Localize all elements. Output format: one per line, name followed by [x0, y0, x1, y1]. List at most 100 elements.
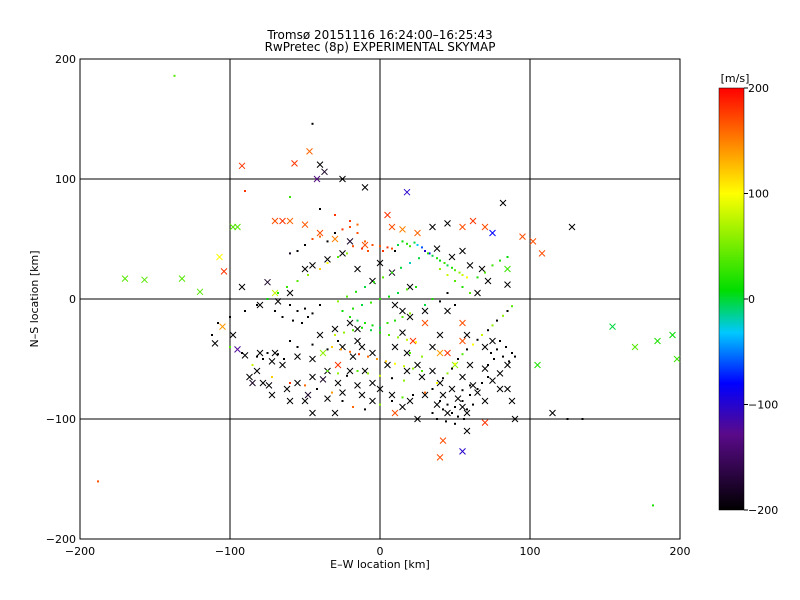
dot-marker-point — [443, 262, 446, 264]
dot-marker-point — [461, 353, 464, 356]
x-marker-point — [376, 259, 384, 267]
dot-marker-point — [217, 322, 219, 324]
dot-marker-point — [454, 269, 456, 272]
dot-marker-point — [394, 250, 396, 252]
x-marker-point — [334, 361, 342, 369]
x-tick-label: 100 — [520, 545, 541, 558]
dot-marker-point — [406, 338, 408, 341]
dot-marker-point — [481, 382, 483, 384]
x-marker-point — [319, 349, 327, 357]
dot-marker-point — [421, 246, 423, 249]
dot-marker-point — [346, 295, 348, 298]
dot-marker-point — [352, 406, 354, 408]
x-marker-point — [511, 415, 519, 423]
x-marker-point — [264, 278, 271, 286]
x-marker-point — [256, 301, 264, 309]
dot-marker-point — [397, 292, 399, 294]
dot-marker-point — [491, 324, 494, 327]
dot-marker-point — [346, 374, 348, 377]
x-marker-point — [459, 337, 466, 345]
x-marker-point — [436, 379, 444, 387]
dot-marker-point — [406, 288, 408, 291]
x-marker-point — [259, 379, 267, 387]
x-marker-point — [361, 241, 369, 249]
chart-title-line1: Tromsø 20151116 16:24:00–16:25:43 — [266, 28, 492, 42]
dot-marker-point — [418, 257, 420, 260]
dot-marker-point — [487, 364, 489, 366]
dot-marker-point — [416, 244, 419, 246]
dot-marker-point — [391, 400, 393, 402]
x-marker-point — [496, 370, 504, 377]
dot-marker-point — [341, 310, 344, 312]
dot-marker-point — [379, 326, 381, 329]
chart-title-line2: RwPretec (8p) EXPERIMENTAL SKYMAP — [265, 40, 496, 54]
x-marker-point — [669, 331, 676, 339]
x-marker-point — [309, 409, 316, 417]
dot-marker-point — [397, 244, 399, 246]
x-marker-point — [301, 397, 309, 405]
x-tick-label: 0 — [377, 545, 384, 558]
x-marker-point — [459, 223, 466, 231]
dot-marker-point — [379, 374, 381, 377]
dot-marker-point — [442, 408, 444, 411]
dot-marker-point — [413, 241, 416, 244]
dot-marker-point — [386, 246, 389, 249]
x-marker-point — [238, 162, 246, 170]
dot-marker-point — [386, 322, 389, 324]
x-marker-point — [421, 391, 429, 399]
x-marker-point — [631, 343, 639, 351]
x-marker-point — [361, 184, 369, 191]
x-tick-label: −200 — [65, 545, 95, 558]
x-marker-point — [354, 265, 361, 273]
dot-marker-point — [403, 379, 405, 382]
x-marker-point — [454, 395, 462, 402]
x-marker-point — [403, 188, 411, 196]
dot-marker-point — [286, 286, 288, 288]
x-marker-point — [178, 275, 186, 282]
x-marker-point — [538, 250, 546, 257]
dot-marker-point — [301, 322, 303, 324]
dot-marker-point — [379, 298, 381, 300]
dot-marker-point — [446, 403, 449, 406]
colorbar-tick-label: 0 — [748, 293, 755, 306]
dot-marker-point — [352, 245, 354, 248]
dot-marker-point — [431, 298, 434, 300]
dot-marker-point — [337, 340, 339, 342]
dot-marker-point — [379, 331, 381, 334]
x-marker-point — [339, 389, 346, 396]
x-marker-point — [459, 448, 466, 455]
dot-marker-point — [428, 252, 431, 255]
x-tick-label: 200 — [670, 545, 691, 558]
dot-marker-point — [241, 352, 243, 354]
x-marker-point — [339, 250, 346, 257]
x-marker-point — [609, 323, 616, 330]
dot-marker-point — [388, 334, 390, 336]
x-marker-point — [673, 355, 681, 363]
dot-marker-point — [466, 348, 468, 351]
y-tick-label: −200 — [46, 533, 76, 546]
x-marker-point — [504, 385, 511, 393]
x-marker-point — [219, 323, 226, 330]
dot-marker-point — [446, 264, 449, 267]
dot-marker-point — [566, 418, 569, 420]
x-marker-point — [256, 349, 264, 357]
x-marker-point — [309, 262, 316, 269]
dot-marker-point — [382, 250, 384, 252]
x-marker-point — [504, 265, 511, 273]
dot-marker-point — [469, 384, 471, 387]
dot-marker-point — [289, 340, 291, 342]
x-marker-point — [196, 288, 204, 296]
dot-marker-point — [256, 304, 258, 306]
x-marker-point — [331, 235, 339, 243]
dot-marker-point — [316, 388, 318, 390]
dot-marker-point — [334, 214, 336, 216]
x-marker-point — [294, 379, 301, 387]
dot-marker-point — [367, 250, 369, 252]
x-marker-point — [459, 247, 466, 255]
dot-marker-point — [496, 319, 498, 322]
x-marker-point — [466, 361, 474, 369]
x-marker-point — [220, 268, 228, 275]
x-marker-point — [391, 409, 399, 417]
dot-marker-point — [502, 314, 504, 317]
x-marker-point — [444, 220, 451, 227]
